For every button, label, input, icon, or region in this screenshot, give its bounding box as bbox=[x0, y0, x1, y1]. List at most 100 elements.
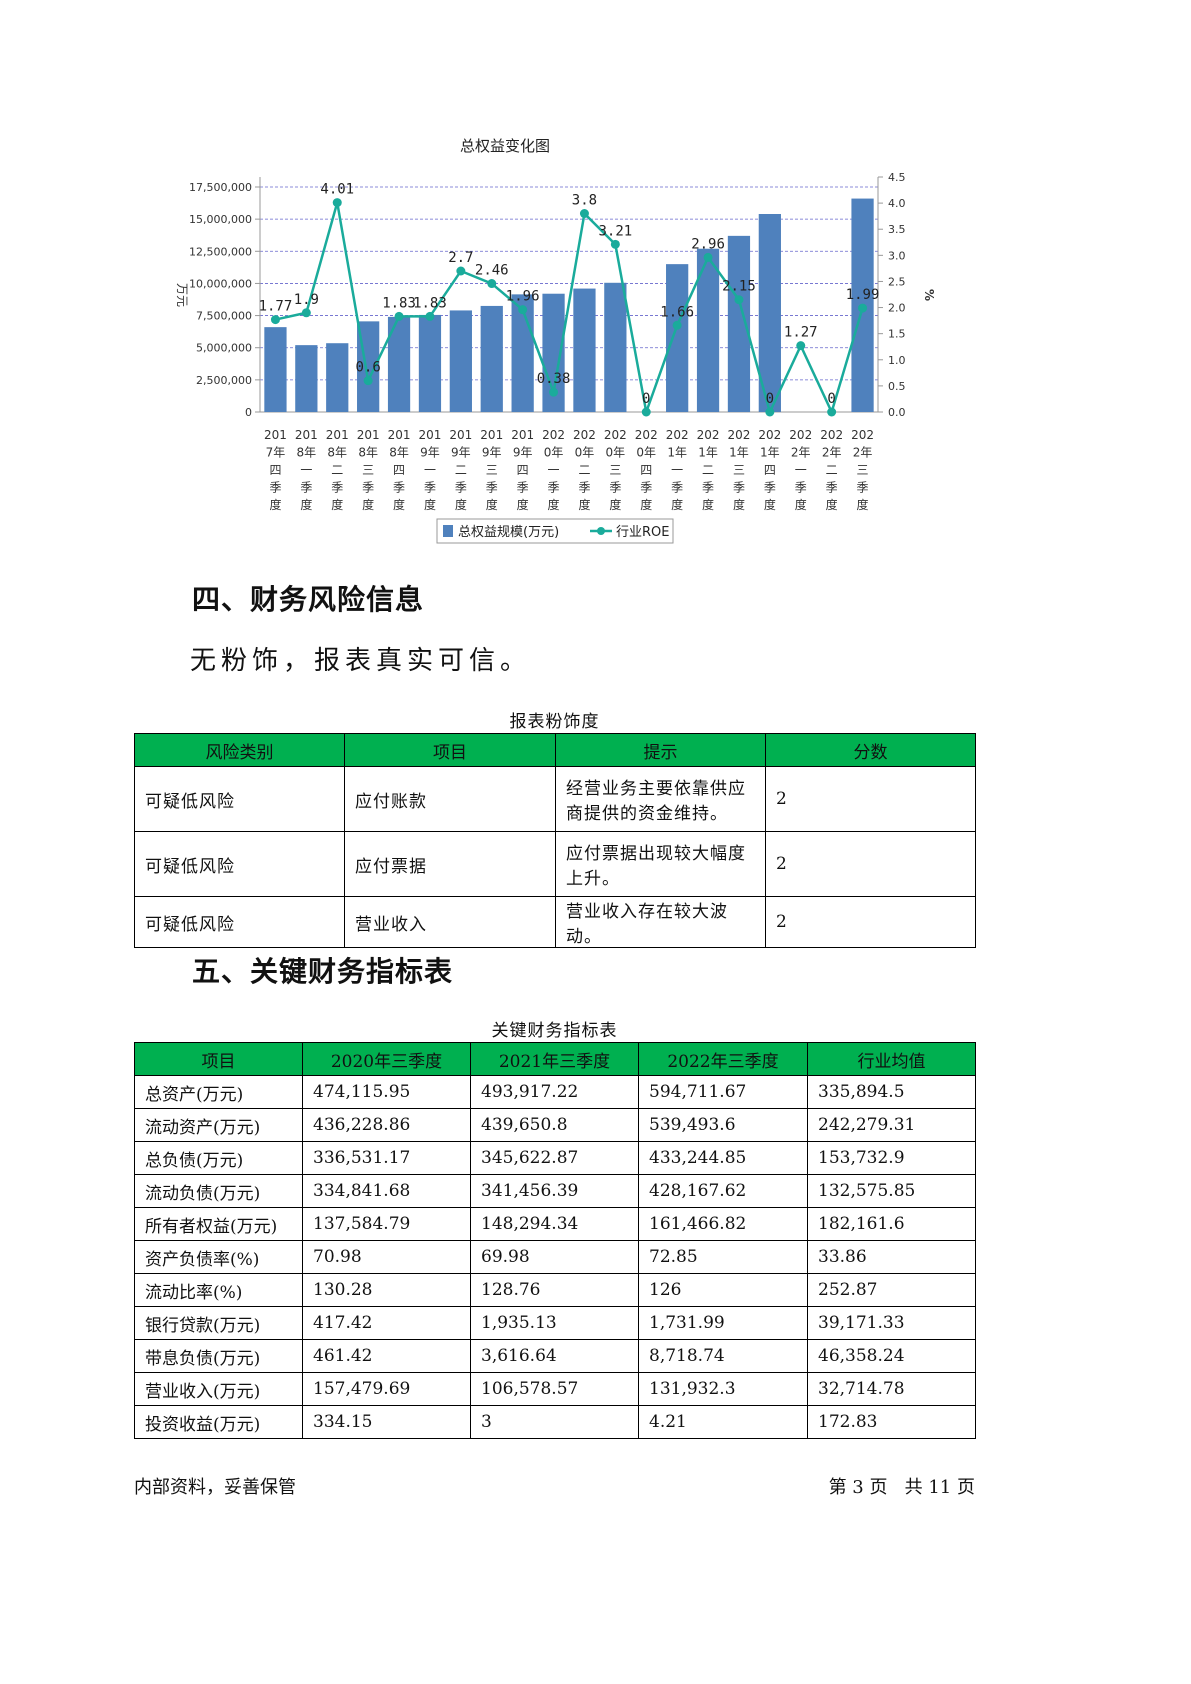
table-cell: 8,718.74 bbox=[638, 1339, 808, 1373]
table-cell: 428,167.62 bbox=[638, 1174, 808, 1208]
table-cell: 应付票据 bbox=[344, 831, 556, 897]
roe-data-label: 1.66 bbox=[660, 304, 694, 320]
table-cell: 3,616.64 bbox=[470, 1339, 639, 1373]
kpi-table: 项目 2020年三季度 2021年三季度 2022年三季度 行业均值 总资产(万… bbox=[134, 1042, 976, 1439]
x-tick-label: 201 8年一季度 bbox=[295, 428, 318, 512]
roe-point bbox=[796, 341, 806, 351]
y2-tick-label: 3.0 bbox=[888, 249, 906, 262]
table-row: 投资收益(万元) 334.15 3 4.21 172.83 bbox=[134, 1405, 976, 1439]
chart-bar bbox=[387, 316, 411, 412]
roe-point bbox=[827, 407, 837, 417]
table-cell: 投资收益(万元) bbox=[134, 1405, 303, 1439]
table-cell: 334.15 bbox=[302, 1405, 471, 1439]
table-cell: 335,894.5 bbox=[807, 1075, 976, 1109]
table-cell: 带息负债(万元) bbox=[134, 1339, 303, 1373]
table-row: 所有者权益(万元) 137,584.79 148,294.34 161,466.82 1… bbox=[134, 1207, 976, 1241]
table-row: 营业收入(万元) 157,479.69 106,578.57 131,932.3 32,… bbox=[134, 1372, 976, 1406]
table-cell: 33.86 bbox=[807, 1240, 976, 1274]
table-cell: 可疑低风险 bbox=[134, 831, 345, 897]
roe-data-label: 1.77 bbox=[259, 299, 293, 315]
table-cell: 2 bbox=[765, 896, 976, 948]
table-row: 总资产(万元) 474,115.95 493,917.22 594,711.67 335… bbox=[134, 1075, 976, 1109]
x-tick-label: 201 9年二季度 bbox=[449, 428, 472, 512]
table-cell: 1,731.99 bbox=[638, 1306, 808, 1340]
x-tick-label: 202 2年一季度 bbox=[789, 428, 812, 512]
x-tick-label: 202 1年四季度 bbox=[758, 428, 781, 512]
chart-bar bbox=[449, 310, 472, 412]
table-cell: 72.85 bbox=[638, 1240, 808, 1274]
table-cell: 经营业务主要依靠供应商提供的资金维持。 bbox=[555, 766, 766, 832]
roe-data-label: 0.38 bbox=[537, 371, 571, 387]
x-tick-label: 202 2年二季度 bbox=[820, 428, 843, 512]
y2-tick-label: 1.5 bbox=[888, 328, 906, 341]
x-tick-label: 202 0年二季度 bbox=[573, 428, 596, 512]
chart-bar bbox=[326, 343, 349, 412]
table-cell: 157,479.69 bbox=[302, 1372, 471, 1406]
roe-line bbox=[275, 202, 864, 417]
roe-point bbox=[641, 407, 651, 417]
roe-data-label: 1.99 bbox=[846, 287, 880, 303]
chart-bar bbox=[542, 293, 565, 412]
table-cell: 252.87 bbox=[807, 1273, 976, 1307]
table-cell: 126 bbox=[638, 1273, 808, 1307]
table-cell: 总资产(万元) bbox=[134, 1075, 303, 1109]
roe-data-label: 1.9 bbox=[294, 292, 319, 308]
roe-data-label: 0 bbox=[827, 391, 835, 407]
chart-bar bbox=[696, 248, 720, 412]
table-cell: 70.98 bbox=[302, 1240, 471, 1274]
header-cell: 行业均值 bbox=[807, 1042, 976, 1076]
table-cell: 474,115.95 bbox=[302, 1075, 471, 1109]
y-tick-label: 10,000,000 bbox=[189, 277, 252, 290]
header-cell: 分数 bbox=[765, 733, 976, 767]
roe-point bbox=[332, 198, 342, 208]
table-cell: 132,575.85 bbox=[807, 1174, 976, 1208]
y-tick-label: 17,500,000 bbox=[189, 181, 252, 194]
chart-bar bbox=[604, 282, 627, 412]
table-cell: 417.42 bbox=[302, 1306, 471, 1340]
y-tick-label: 5,000,000 bbox=[196, 342, 252, 355]
section-4-title: 四、财务风险信息 bbox=[192, 583, 425, 616]
table-cell: 433,244.85 bbox=[638, 1141, 808, 1175]
legend-box bbox=[436, 518, 674, 544]
table-cell: 69.98 bbox=[470, 1240, 639, 1274]
table-cell: 461.42 bbox=[302, 1339, 471, 1373]
table-cell: 106,578.57 bbox=[470, 1372, 639, 1406]
table-cell: 营业收入存在较大波动。 bbox=[555, 896, 766, 948]
table-cell: 131,932.3 bbox=[638, 1372, 808, 1406]
table-cell: 应付票据出现较大幅度上升。 bbox=[555, 831, 766, 897]
y-tick-label: 0 bbox=[245, 406, 252, 419]
header-cell: 2021年三季度 bbox=[470, 1042, 639, 1076]
roe-data-label: 3.8 bbox=[572, 193, 597, 209]
table-cell: 4.21 bbox=[638, 1405, 808, 1439]
x-tick-label: 202 1年一季度 bbox=[666, 428, 689, 512]
table-cell: 可疑低风险 bbox=[134, 766, 345, 832]
section-4-text: 无粉饰，报表真实可信。 bbox=[190, 646, 532, 676]
header-cell: 2022年三季度 bbox=[638, 1042, 808, 1076]
table-cell: 182,161.6 bbox=[807, 1207, 976, 1241]
roe-data-label: 4.01 bbox=[320, 182, 354, 198]
x-tick-label: 201 9年四季度 bbox=[511, 428, 534, 512]
table-cell: 341,456.39 bbox=[470, 1174, 639, 1208]
x-tick-label: 201 8年二季度 bbox=[326, 428, 349, 512]
chart-bar bbox=[573, 288, 596, 412]
roe-data-label: 2.46 bbox=[475, 263, 509, 279]
table-cell: 2 bbox=[765, 766, 976, 832]
roe-data-label: 1.96 bbox=[506, 289, 540, 305]
chart-bar bbox=[666, 264, 689, 412]
table-cell: 流动比率(%) bbox=[134, 1273, 303, 1307]
chart-bar bbox=[295, 345, 318, 412]
y-tick-label: 7,500,000 bbox=[196, 310, 252, 323]
table-row: 总负债(万元) 336,531.17 345,622.87 433,244.85 153… bbox=[134, 1141, 976, 1175]
y2-tick-label: 4.0 bbox=[888, 197, 906, 210]
roe-point bbox=[425, 311, 435, 321]
table-row: 可疑低风险 营业收入 营业收入存在较大波动。 2 bbox=[134, 896, 976, 948]
table-cell: 130.28 bbox=[302, 1273, 471, 1307]
table-row: 资产负债率(%) 70.98 69.98 72.85 33.86 bbox=[134, 1240, 976, 1274]
table-cell: 172.83 bbox=[807, 1405, 976, 1439]
roe-point bbox=[858, 303, 868, 313]
legend-bar-swatch bbox=[443, 525, 453, 537]
table-cell: 345,622.87 bbox=[470, 1141, 639, 1175]
y2-tick-label: 0.5 bbox=[888, 380, 906, 393]
kpi-table-caption: 关键财务指标表 bbox=[491, 1021, 618, 1041]
chart-bar bbox=[418, 314, 442, 412]
